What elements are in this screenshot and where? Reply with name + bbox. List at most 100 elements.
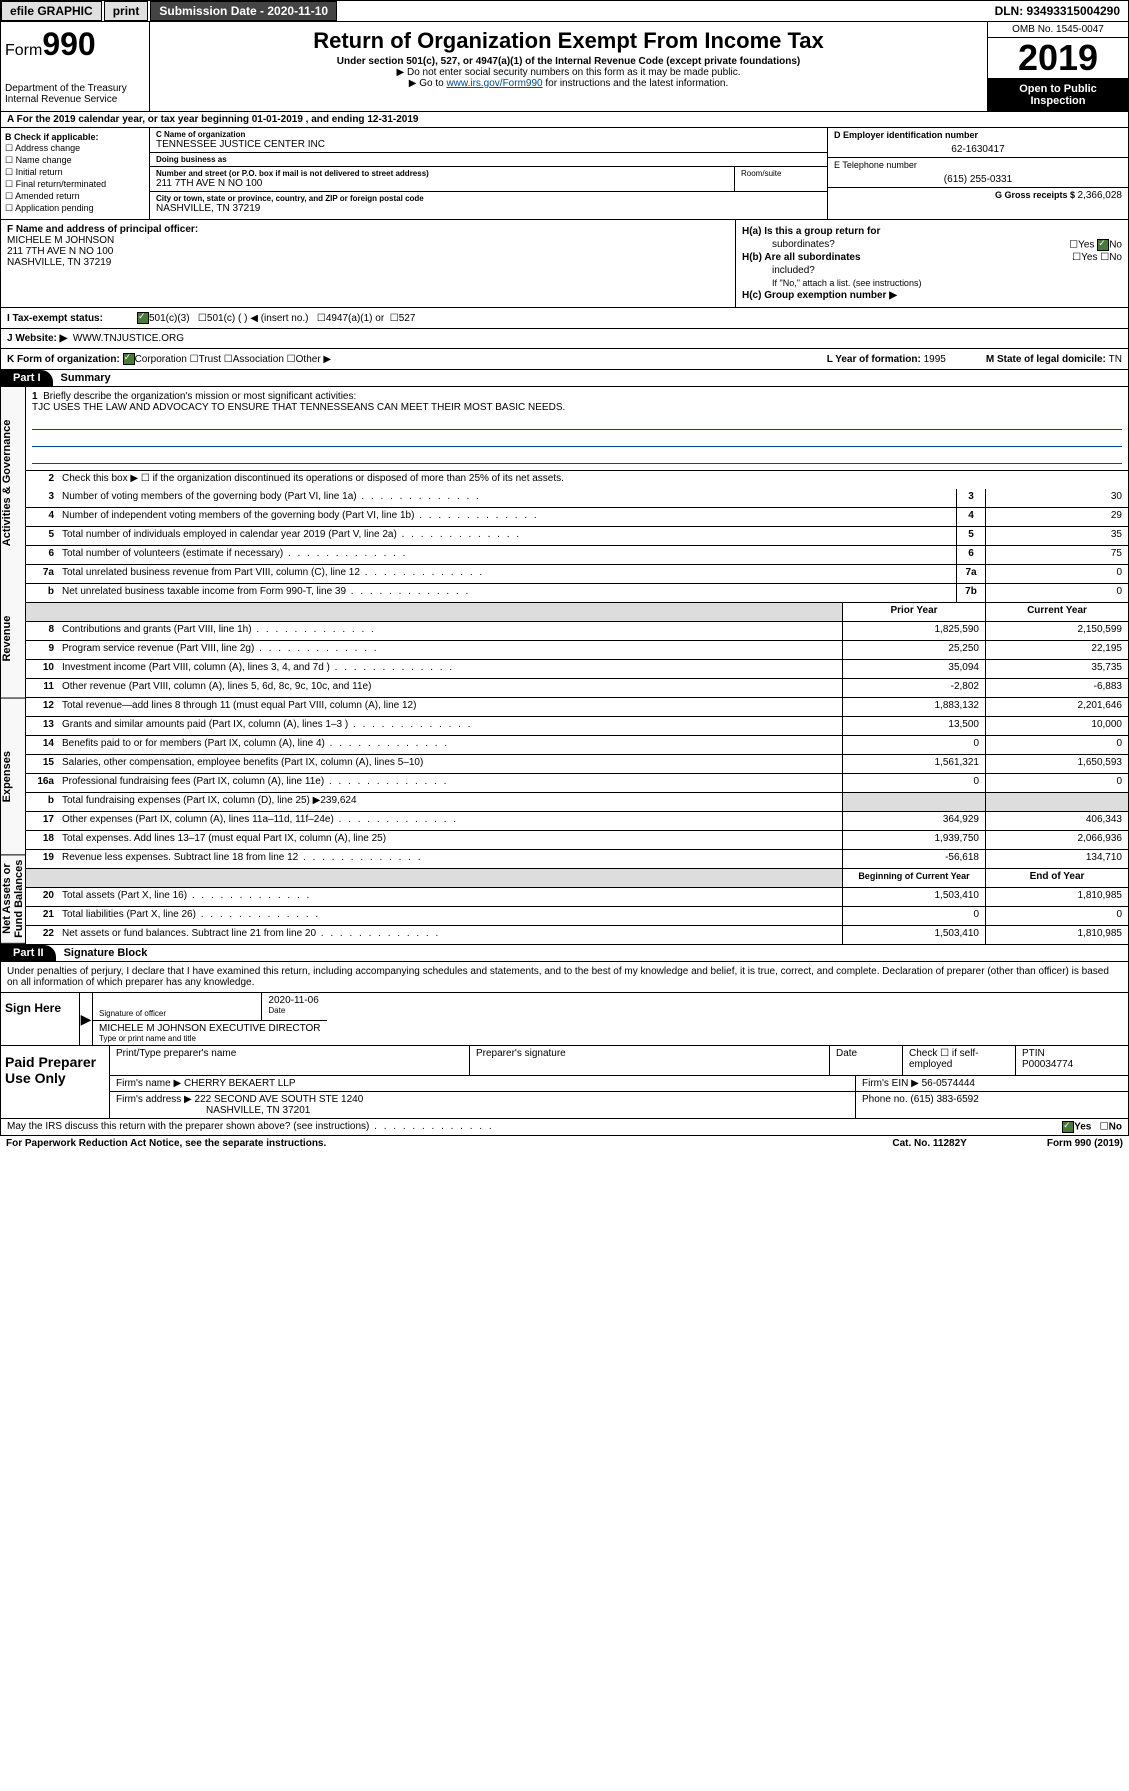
sig-date-label: Date: [268, 1006, 320, 1015]
begin-year-hdr: Beginning of Current Year: [842, 869, 985, 887]
print-button[interactable]: print: [104, 1, 149, 21]
col-c-org-info: C Name of organization TENNESSEE JUSTICE…: [150, 128, 827, 219]
line-18-prior: 1,939,750: [842, 831, 985, 849]
street-value: 211 7TH AVE N NO 100: [156, 178, 728, 189]
line-6-val: 75: [985, 546, 1128, 564]
addr-change-checkbox[interactable]: ☐ Address change: [5, 143, 145, 154]
ha-no-checkbox[interactable]: [1097, 239, 1109, 251]
4947a1[interactable]: 4947(a)(1) or: [326, 313, 384, 324]
irs-link[interactable]: www.irs.gov/Form990: [446, 78, 542, 89]
line-16a-prior: 0: [842, 774, 985, 792]
gross-label: G Gross receipts $: [995, 190, 1078, 200]
omb-number: OMB No. 1545-0047: [988, 22, 1128, 38]
form-number: Form990: [5, 26, 145, 63]
firm-name-value: CHERRY BEKAERT LLP: [184, 1078, 296, 1089]
side-expenses: Expenses: [1, 699, 25, 855]
row-i-tax-status: I Tax-exempt status: 501(c)(3) ☐ 501(c) …: [0, 308, 1129, 329]
final-return-checkbox[interactable]: ☐ Final return/terminated: [5, 179, 145, 190]
dept-treasury: Department of the Treasury: [5, 83, 145, 94]
line-19-prior: -56,618: [842, 850, 985, 868]
discuss-label: May the IRS discuss this return with the…: [7, 1121, 494, 1133]
527[interactable]: 527: [399, 313, 416, 324]
sign-here-label: Sign Here: [1, 993, 80, 1045]
discuss-yes-checkbox[interactable]: [1062, 1121, 1074, 1133]
corp-checkbox[interactable]: [123, 353, 135, 365]
part1-tab: Part I: [1, 370, 53, 386]
prep-print-label: Print/Type preparer's name: [116, 1048, 463, 1059]
line-12-prior: 1,883,132: [842, 698, 985, 716]
website-value: WWW.TNJUSTICE.ORG: [73, 333, 184, 344]
firm-name-label: Firm's name ▶: [116, 1078, 181, 1089]
part2-title: Signature Block: [56, 947, 148, 959]
line-5-val: 35: [985, 527, 1128, 545]
ein-label: D Employer identification number: [834, 130, 1122, 140]
i-label: I Tax-exempt status:: [7, 313, 137, 324]
gross-value: 2,366,028: [1078, 190, 1123, 201]
line-15-desc: Salaries, other compensation, employee b…: [58, 755, 842, 773]
row-a-tax-year: A For the 2019 calendar year, or tax yea…: [0, 112, 1129, 128]
firm-addr1: 222 SECOND AVE SOUTH STE 1240: [195, 1094, 364, 1105]
submission-date: Submission Date - 2020-11-10: [150, 1, 337, 21]
line-6-desc: Total number of volunteers (estimate if …: [58, 546, 956, 564]
org-name-label: C Name of organization: [156, 130, 821, 139]
line-22-end: 1,810,985: [985, 926, 1128, 944]
line-8-current: 2,150,599: [985, 622, 1128, 640]
501c-other[interactable]: 501(c) ( ) ◀ (insert no.): [207, 313, 309, 324]
header-right: OMB No. 1545-0047 2019 Open to Public In…: [987, 22, 1128, 111]
app-pending-checkbox[interactable]: ☐ Application pending: [5, 203, 145, 214]
prior-year-hdr: Prior Year: [842, 603, 985, 621]
line-15-current: 1,650,593: [985, 755, 1128, 773]
line-19-current: 134,710: [985, 850, 1128, 868]
line-11-prior: -2,802: [842, 679, 985, 697]
line-4-desc: Number of independent voting members of …: [58, 508, 956, 526]
line-11-desc: Other revenue (Part VIII, column (A), li…: [58, 679, 842, 697]
form-footer: For Paperwork Reduction Act Notice, see …: [0, 1136, 1129, 1151]
officer-name: MICHELE M JOHNSON: [7, 235, 729, 246]
firm-addr2: NASHVILLE, TN 37201: [116, 1105, 310, 1116]
principal-officer: F Name and address of principal officer:…: [1, 220, 736, 307]
line-18-current: 2,066,936: [985, 831, 1128, 849]
line-22-desc: Net assets or fund balances. Subtract li…: [58, 926, 842, 944]
line-9-current: 22,195: [985, 641, 1128, 659]
brief-line: [32, 449, 1122, 464]
hb-label: H(b) Are all subordinates: [742, 252, 861, 263]
f-label: F Name and address of principal officer:: [7, 224, 729, 235]
prep-check-label[interactable]: Check ☐ if self-employed: [909, 1048, 1009, 1070]
side-net-assets: Net Assets or Fund Balances: [1, 855, 25, 944]
501c3-checkbox[interactable]: [137, 312, 149, 324]
line-7b-val: 0: [985, 584, 1128, 602]
line-20-desc: Total assets (Part X, line 16): [58, 888, 842, 906]
name-change-checkbox[interactable]: ☐ Name change: [5, 155, 145, 166]
room-suite-label: Room/suite: [735, 167, 827, 191]
summary-body: 1 Briefly describe the organization's mi…: [26, 387, 1128, 944]
amended-return-checkbox[interactable]: ☐ Amended return: [5, 191, 145, 202]
q1-label: Briefly describe the organization's miss…: [43, 391, 356, 402]
l-label: L Year of formation:: [827, 354, 924, 365]
line-2-num: 2: [26, 471, 58, 489]
header-left: Form990 Department of the Treasury Inter…: [1, 22, 150, 111]
form-subtitle: Under section 501(c), 527, or 4947(a)(1)…: [154, 56, 983, 67]
sidebar-tabs: Activities & Governance Revenue Expenses…: [1, 387, 26, 944]
line-8-desc: Contributions and grants (Part VIII, lin…: [58, 622, 842, 640]
header-center: Return of Organization Exempt From Incom…: [150, 22, 987, 111]
line-20-begin: 1,503,410: [842, 888, 985, 906]
mission-text: TJC USES THE LAW AND ADVOCACY TO ENSURE …: [32, 402, 565, 413]
side-revenue: Revenue: [1, 579, 25, 699]
initial-return-checkbox[interactable]: ☐ Initial return: [5, 167, 145, 178]
form-title: Return of Organization Exempt From Incom…: [154, 28, 983, 54]
discuss-no-checkbox[interactable]: No: [1109, 1122, 1122, 1133]
side-governance: Activities & Governance: [1, 387, 25, 579]
row-k-form-org: K Form of organization: Corporation ☐ Tr…: [0, 349, 1129, 370]
line-18-desc: Total expenses. Add lines 13–17 (must eq…: [58, 831, 842, 849]
efile-button[interactable]: efile GRAPHIC: [1, 1, 102, 21]
line-3-box: 3: [956, 489, 985, 507]
sign-arrow-icon: ▶: [80, 993, 93, 1045]
line-16b-current-shade: [985, 793, 1128, 811]
dba-label: Doing business as: [156, 155, 821, 164]
m-label: M State of legal domicile:: [986, 354, 1109, 365]
paid-preparer-section: Paid Preparer Use Only Print/Type prepar…: [0, 1046, 1129, 1119]
phone-label: E Telephone number: [834, 160, 1122, 170]
state-domicile: TN: [1109, 354, 1122, 365]
year-formation: 1995: [924, 354, 946, 365]
irs-label: Internal Revenue Service: [5, 94, 145, 105]
